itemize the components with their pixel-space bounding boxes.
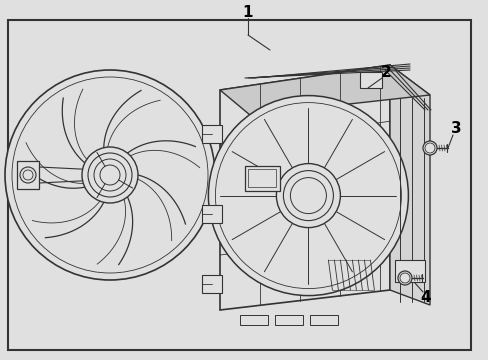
- Text: 4: 4: [420, 291, 430, 306]
- Circle shape: [422, 141, 436, 155]
- Bar: [247, 168, 275, 186]
- Bar: [244, 166, 280, 190]
- Polygon shape: [220, 65, 429, 115]
- Circle shape: [82, 147, 138, 203]
- Circle shape: [23, 170, 33, 180]
- Bar: [274, 315, 303, 325]
- Bar: [359, 72, 381, 88]
- Circle shape: [399, 273, 409, 283]
- Circle shape: [20, 167, 36, 183]
- Text: 2: 2: [380, 64, 390, 80]
- Circle shape: [94, 159, 126, 191]
- Circle shape: [283, 171, 333, 221]
- Circle shape: [424, 143, 434, 153]
- Circle shape: [88, 153, 132, 197]
- Polygon shape: [220, 65, 389, 310]
- Bar: [202, 125, 222, 143]
- Circle shape: [397, 271, 411, 285]
- Bar: [394, 260, 424, 282]
- Circle shape: [100, 165, 120, 185]
- Text: 3: 3: [450, 121, 460, 135]
- Circle shape: [208, 96, 407, 296]
- Circle shape: [276, 163, 340, 228]
- Polygon shape: [389, 65, 429, 305]
- Bar: [202, 205, 222, 223]
- Text: 1: 1: [242, 5, 253, 19]
- Bar: [17, 161, 39, 189]
- Bar: [309, 315, 337, 325]
- Bar: [202, 275, 222, 293]
- Circle shape: [5, 70, 215, 280]
- Circle shape: [290, 177, 325, 213]
- Bar: [240, 315, 267, 325]
